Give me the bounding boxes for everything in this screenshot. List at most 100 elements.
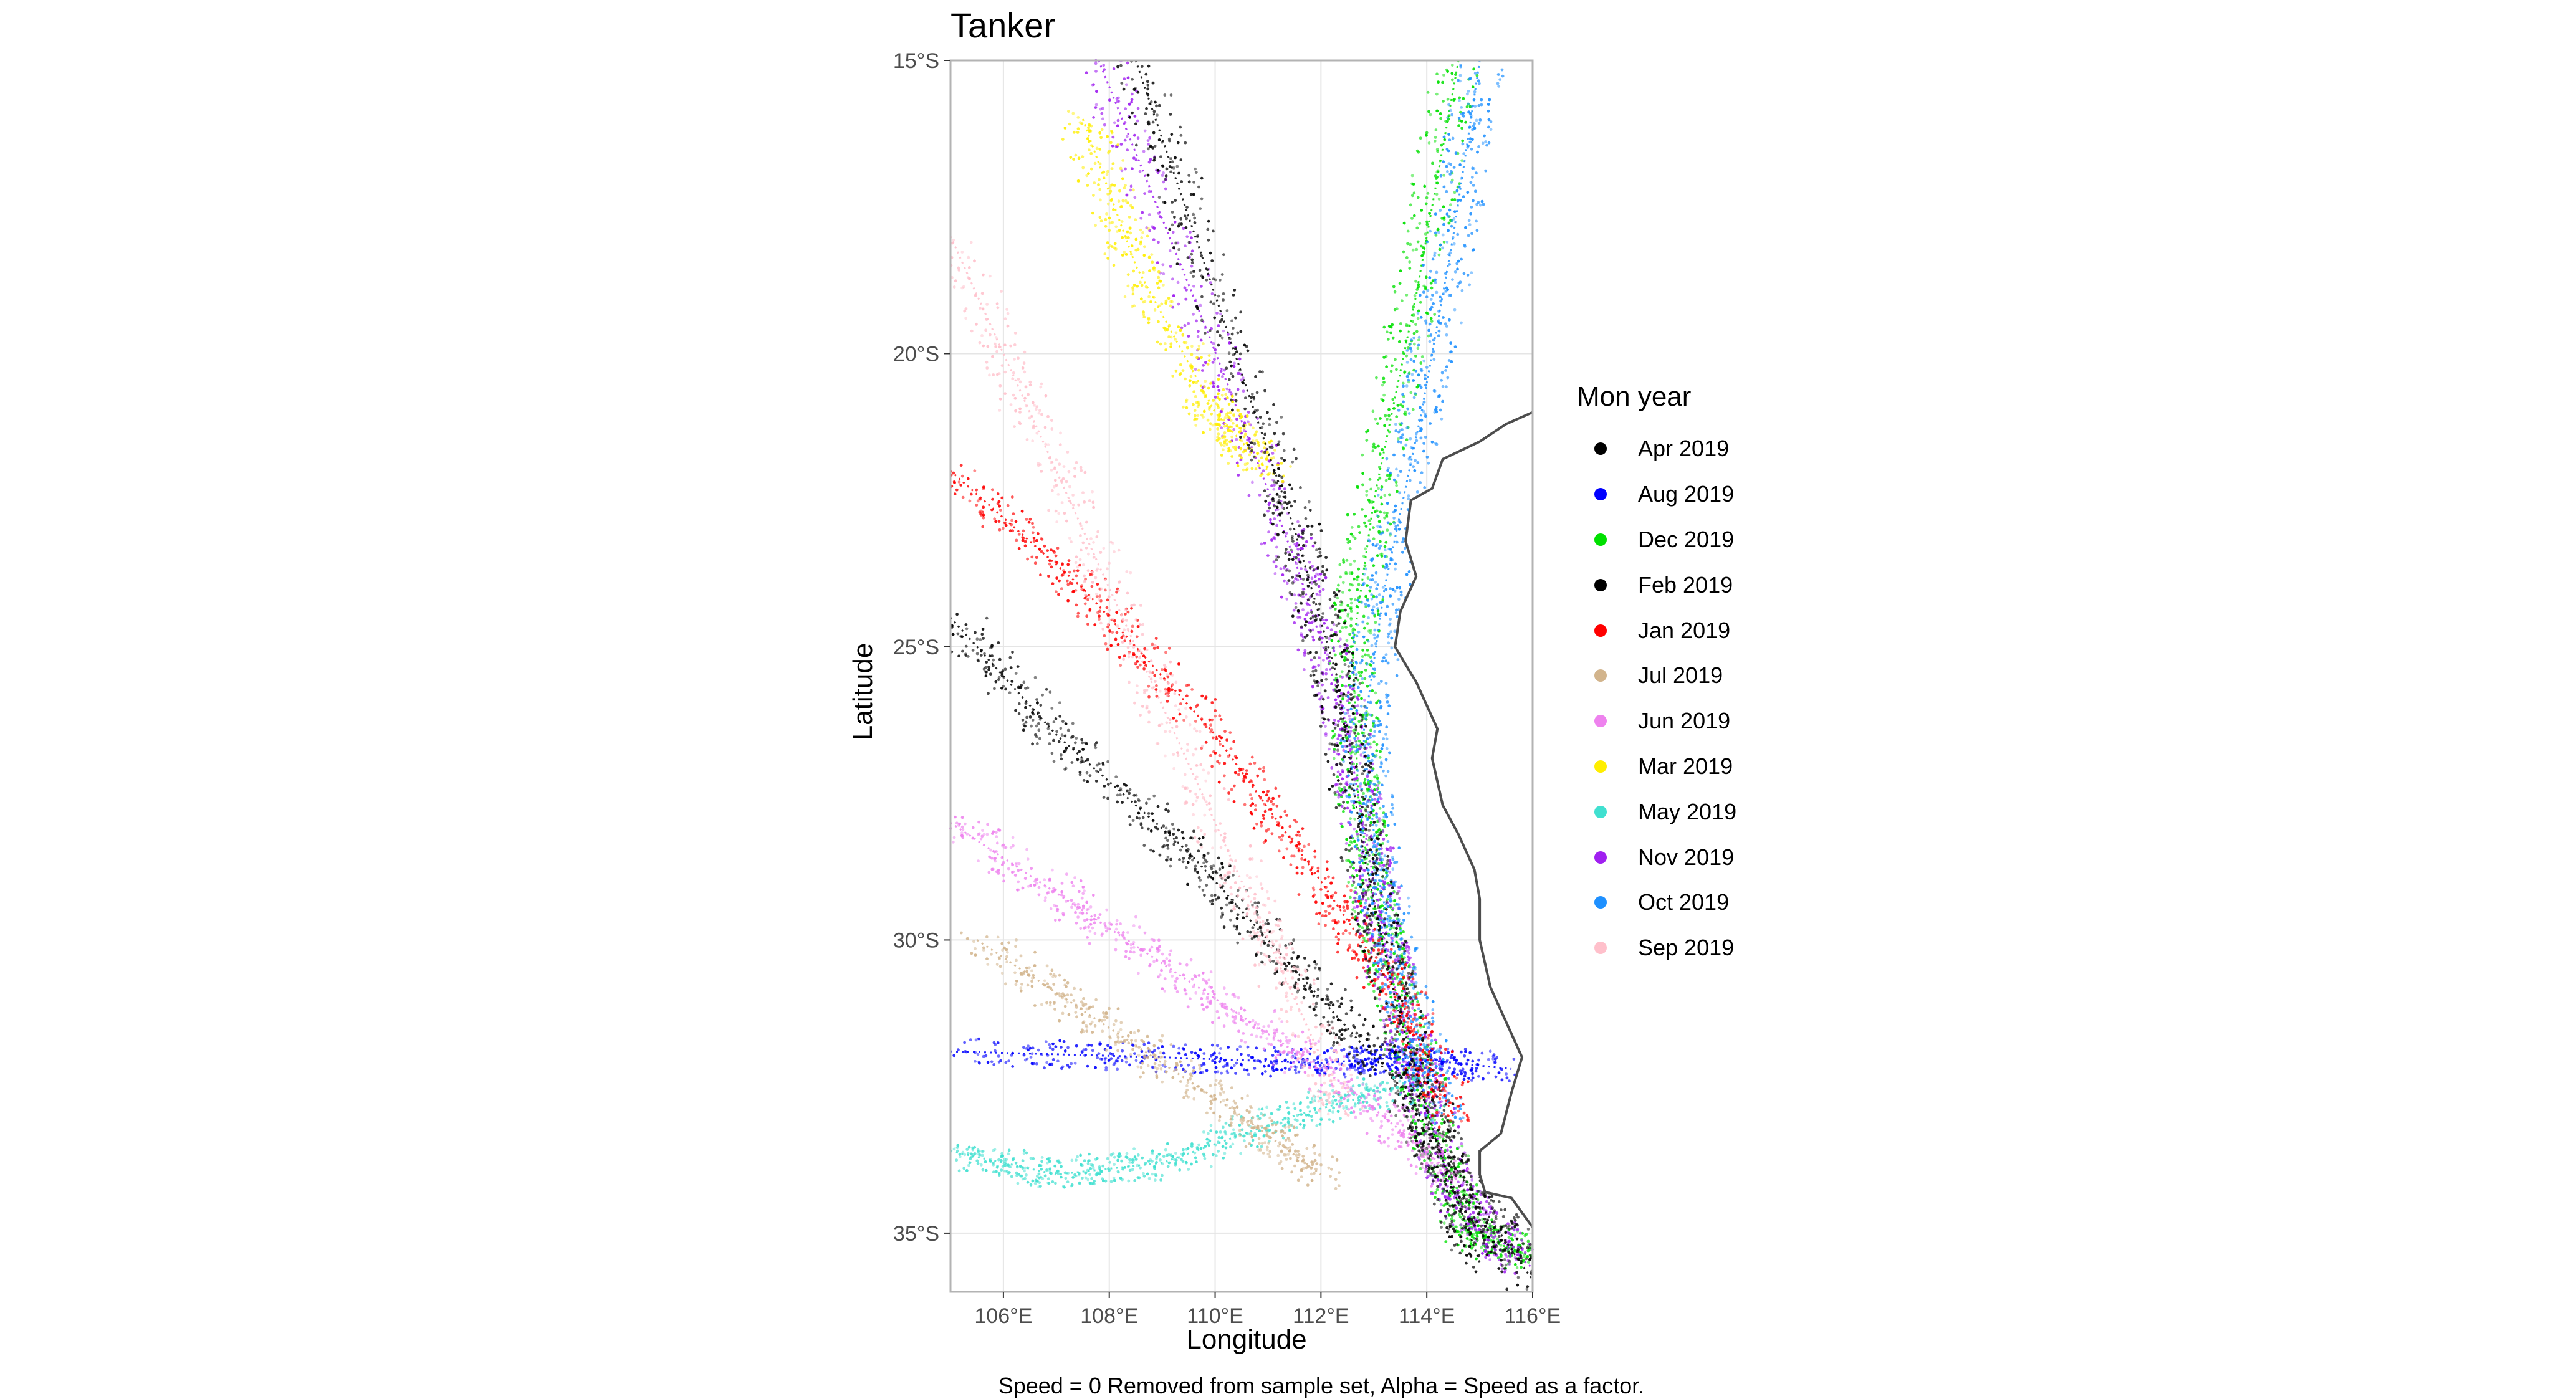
- track-point: [1447, 98, 1450, 101]
- track-point: [1458, 1213, 1461, 1216]
- track-point: [1219, 1047, 1222, 1050]
- track-point: [1088, 609, 1091, 612]
- track-point: [1266, 922, 1270, 925]
- track-point: [1466, 191, 1469, 194]
- track-point: [1372, 675, 1376, 678]
- track-point: [1417, 241, 1420, 244]
- track-point: [1128, 815, 1131, 818]
- track-point: [1369, 729, 1372, 732]
- track-point: [1434, 140, 1437, 143]
- track-point: [1489, 1225, 1492, 1228]
- track-point: [1355, 709, 1358, 712]
- track-point: [1440, 418, 1444, 421]
- track-point: [1182, 860, 1185, 863]
- track-point: [1338, 753, 1341, 756]
- track-point: [1416, 461, 1419, 464]
- track-point: [1410, 358, 1413, 361]
- track-point: [1409, 966, 1412, 969]
- track-point: [1441, 400, 1444, 403]
- track-point: [1371, 449, 1374, 452]
- track-point: [1383, 494, 1386, 497]
- track-point: [1422, 450, 1425, 453]
- track-point: [1011, 651, 1014, 654]
- track-point: [1284, 1059, 1287, 1062]
- track-point: [1361, 909, 1364, 912]
- track-point: [1412, 360, 1415, 363]
- track-point: [1440, 1122, 1444, 1125]
- track-point: [1394, 1114, 1397, 1117]
- track-point: [1348, 821, 1351, 824]
- track-point: [1253, 1067, 1257, 1070]
- track-point: [1372, 735, 1376, 738]
- track-point: [1361, 655, 1364, 658]
- track-point: [1397, 409, 1401, 412]
- track-point: [1453, 166, 1456, 169]
- track-point: [1295, 602, 1298, 605]
- track-point: [1500, 1244, 1503, 1247]
- track-point: [1389, 587, 1392, 590]
- track-point: [1444, 1196, 1447, 1199]
- track-point: [1382, 381, 1386, 384]
- track-point: [1037, 722, 1040, 725]
- track-point: [1198, 837, 1201, 840]
- track-point: [1346, 709, 1349, 712]
- track-point: [1230, 1066, 1233, 1069]
- track-point: [1420, 245, 1423, 248]
- track-point: [1198, 886, 1201, 889]
- track-point: [1140, 823, 1143, 826]
- track-point: [1467, 234, 1470, 237]
- track-point: [1314, 967, 1317, 970]
- track-point: [1126, 194, 1129, 197]
- track-point: [1210, 701, 1214, 704]
- track-point: [1468, 1207, 1471, 1210]
- track-point: [1461, 1249, 1464, 1253]
- track-point: [1121, 801, 1124, 804]
- track-point: [1345, 652, 1348, 656]
- track-point: [1456, 285, 1459, 289]
- track-point: [1412, 305, 1415, 308]
- track-point: [1520, 1239, 1523, 1242]
- track-point: [1346, 807, 1349, 810]
- track-point: [1396, 1068, 1399, 1071]
- track-point: [1416, 1000, 1419, 1003]
- track-point: [1369, 629, 1372, 632]
- track-point: [1167, 809, 1170, 813]
- track-point: [1403, 371, 1406, 374]
- track-point: [1194, 1052, 1197, 1055]
- track-point: [1389, 472, 1392, 475]
- track-point: [1399, 441, 1402, 444]
- track-point: [1391, 364, 1394, 367]
- track-point: [1435, 1050, 1438, 1053]
- track-point: [1261, 1072, 1264, 1076]
- track-point: [1440, 1203, 1443, 1206]
- track-point: [1440, 144, 1443, 147]
- track-point: [1045, 688, 1048, 691]
- track-point: [1414, 1120, 1417, 1123]
- track-point: [1392, 285, 1396, 289]
- track-point: [977, 500, 980, 503]
- track-point: [1091, 585, 1094, 588]
- track-point: [1215, 312, 1219, 315]
- track-point: [1500, 1208, 1503, 1211]
- track-point: [1414, 280, 1417, 283]
- track-point: [1033, 537, 1036, 540]
- track-point: [1369, 951, 1372, 954]
- track-point: [1318, 593, 1321, 596]
- track-point: [1190, 1051, 1194, 1054]
- track-point: [989, 654, 992, 657]
- track-point: [1237, 913, 1240, 916]
- track-point: [1119, 664, 1122, 667]
- track-point: [1351, 688, 1354, 691]
- track-point: [1374, 642, 1377, 646]
- track-point: [1403, 222, 1406, 225]
- track-point: [1474, 72, 1477, 75]
- track-point: [1361, 879, 1364, 882]
- track-point: [1397, 440, 1400, 443]
- track-point: [1351, 884, 1354, 887]
- track-point: [1473, 1201, 1476, 1205]
- track-point: [1123, 77, 1126, 80]
- track-point: [1361, 1060, 1364, 1063]
- track-point: [1389, 846, 1392, 849]
- track-point: [1275, 565, 1278, 568]
- track-point: [1417, 373, 1420, 376]
